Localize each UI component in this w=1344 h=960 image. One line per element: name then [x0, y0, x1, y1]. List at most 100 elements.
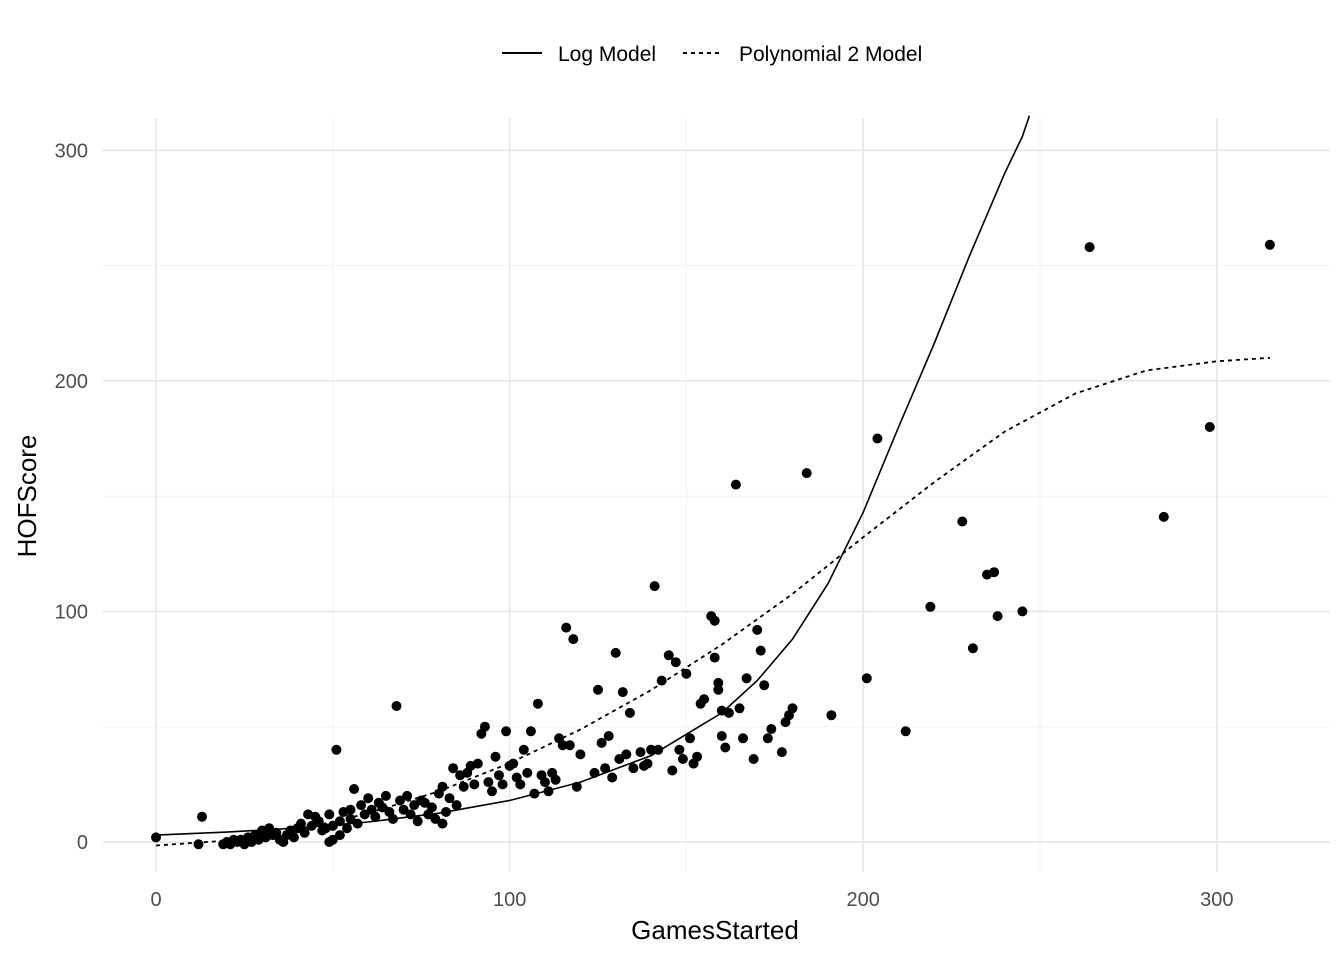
data-point	[709, 652, 720, 663]
data-point	[402, 790, 413, 801]
data-point	[296, 818, 306, 829]
data-point	[352, 818, 363, 829]
data-point	[532, 698, 543, 709]
data-point	[692, 751, 703, 762]
data-point	[395, 795, 405, 806]
data-point	[380, 790, 391, 801]
data-point	[716, 731, 727, 741]
data-point	[1204, 422, 1215, 432]
tick-labels: 0 100 200 300 0 100 200 300	[55, 140, 1234, 911]
data-point	[713, 684, 724, 695]
data-point	[349, 784, 360, 794]
data-point	[557, 740, 568, 751]
data-point	[925, 601, 936, 612]
y-tick-label: 100	[55, 601, 88, 623]
data-point	[900, 726, 911, 737]
data-point	[1264, 239, 1275, 250]
data-point	[377, 802, 388, 813]
data-point	[685, 733, 695, 744]
data-point	[405, 809, 416, 820]
legend: Log Model Polynomial 2 Model	[502, 43, 922, 66]
x-axis-title: GamesStarted	[631, 915, 799, 945]
data-point	[610, 647, 621, 658]
data-point	[522, 767, 533, 778]
log-model-line	[155, 115, 1031, 836]
data-point	[483, 777, 494, 788]
data-point	[596, 737, 607, 748]
data-point	[776, 747, 787, 758]
data-point	[487, 786, 497, 797]
data-point	[426, 802, 437, 813]
data-point	[430, 814, 441, 824]
data-point	[670, 657, 681, 668]
legend-label-polynomial-2-model: Polynomial 2 Model	[739, 43, 922, 66]
data-point	[356, 800, 367, 811]
data-point	[787, 703, 798, 714]
data-point	[342, 823, 352, 834]
y-axis-title: HOFScore	[12, 435, 42, 558]
data-point	[681, 668, 692, 679]
data-point	[327, 834, 338, 845]
data-point	[1158, 511, 1169, 522]
data-point	[469, 779, 480, 790]
legend-label-log-model: Log Model	[558, 43, 656, 66]
data-point	[766, 724, 777, 734]
data-point	[730, 479, 741, 490]
data-point	[345, 814, 356, 824]
data-point	[628, 763, 639, 774]
data-point	[391, 701, 402, 711]
data-point	[826, 710, 837, 721]
data-point	[1084, 242, 1095, 253]
data-point	[398, 804, 409, 815]
data-point	[617, 687, 628, 698]
data-point	[568, 634, 579, 645]
data-point	[653, 744, 664, 755]
data-point	[299, 827, 310, 838]
data-point	[713, 677, 724, 688]
data-point	[550, 774, 561, 785]
data-point	[635, 747, 646, 758]
data-point	[762, 733, 773, 744]
data-point	[677, 754, 688, 764]
data-point	[571, 781, 582, 792]
data-point	[324, 809, 335, 820]
data-point	[543, 786, 554, 797]
data-point	[992, 611, 1003, 622]
data-point	[327, 820, 338, 831]
data-point	[738, 733, 748, 744]
x-tick-label: 0	[150, 889, 161, 911]
data-point	[755, 645, 766, 656]
data-point	[759, 680, 770, 691]
data-point	[363, 793, 374, 804]
data-point	[1017, 606, 1028, 617]
polynomial-2-model-line	[155, 356, 1270, 847]
data-point	[472, 758, 483, 769]
model-curves	[155, 115, 1270, 847]
data-point	[674, 744, 685, 755]
data-point	[667, 765, 678, 776]
data-point	[593, 684, 603, 695]
data-point	[561, 622, 572, 633]
data-point	[412, 816, 423, 827]
x-tick-label: 100	[493, 889, 526, 911]
data-point	[564, 740, 575, 751]
data-point	[288, 832, 299, 843]
data-point	[801, 468, 812, 479]
y-tick-label: 0	[77, 832, 88, 854]
data-point	[624, 707, 635, 718]
y-tick-label: 300	[55, 140, 88, 162]
data-point	[720, 742, 731, 753]
data-point	[967, 643, 978, 654]
data-point	[518, 744, 529, 755]
data-point	[540, 777, 550, 788]
data-point	[508, 758, 519, 769]
data-point	[723, 707, 734, 718]
data-point	[313, 816, 324, 827]
data-point	[642, 758, 653, 769]
data-point	[752, 624, 763, 635]
data-point	[734, 703, 745, 714]
data-point	[437, 781, 448, 792]
data-point	[741, 673, 752, 684]
